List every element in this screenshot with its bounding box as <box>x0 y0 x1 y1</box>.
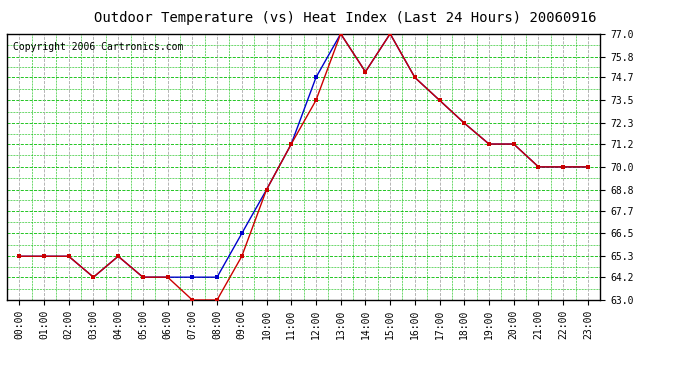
Text: Outdoor Temperature (vs) Heat Index (Last 24 Hours) 20060916: Outdoor Temperature (vs) Heat Index (Las… <box>94 11 596 25</box>
Text: Copyright 2006 Cartronics.com: Copyright 2006 Cartronics.com <box>13 42 184 52</box>
